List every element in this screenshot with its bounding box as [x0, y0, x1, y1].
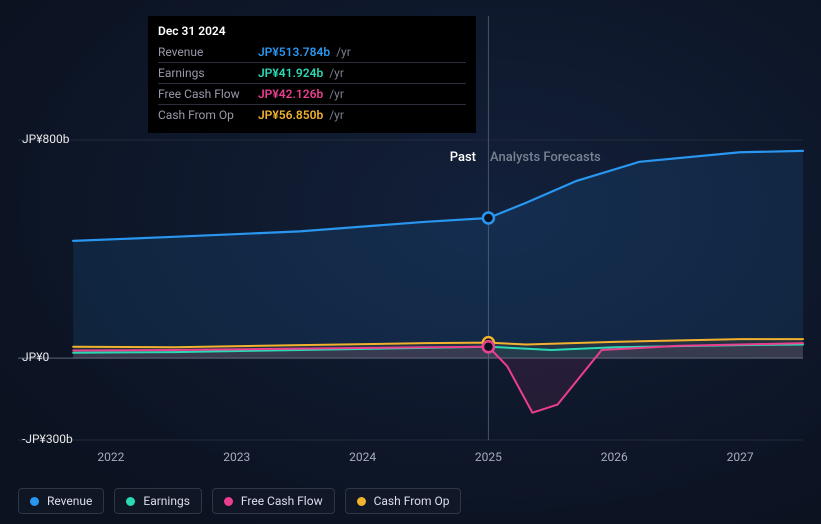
tooltip-row-value: JP¥41.924b /yr	[258, 63, 466, 84]
y-axis-tick-label: -JP¥300b	[22, 432, 73, 446]
x-axis-tick-label: 2023	[223, 450, 250, 464]
tooltip-row-value: JP¥42.126b /yr	[258, 84, 466, 105]
legend-dot-icon	[357, 497, 366, 506]
legend-item[interactable]: Revenue	[18, 488, 104, 514]
chart-legend: Revenue Earnings Free Cash Flow Cash From O…	[18, 488, 461, 514]
tooltip-row-value: JP¥513.784b /yr	[258, 42, 466, 63]
past-label: Past	[450, 150, 476, 165]
legend-item[interactable]: Earnings	[114, 488, 202, 514]
legend-dot-icon	[126, 497, 135, 506]
legend-dot-icon	[224, 497, 233, 506]
forecast-label: Analysts Forecasts	[490, 150, 601, 165]
tooltip-row-unit: /yr	[330, 45, 351, 59]
y-axis-tick-label: JP¥0	[22, 350, 49, 364]
tooltip-row-unit: /yr	[323, 87, 344, 101]
tooltip-row: RevenueJP¥513.784b /yr	[158, 42, 466, 63]
x-axis-tick-label: 2024	[349, 450, 376, 464]
tooltip-row-unit: /yr	[323, 108, 344, 122]
x-axis-tick-label: 2026	[601, 450, 628, 464]
chart-tooltip: Dec 31 2024 RevenueJP¥513.784b /yrEarnin…	[148, 16, 476, 133]
tooltip-row: EarningsJP¥41.924b /yr	[158, 63, 466, 84]
tooltip-row-key: Free Cash Flow	[158, 84, 258, 105]
tooltip-row-value: JP¥56.850b /yr	[258, 105, 466, 126]
financial-chart: JP¥800b JP¥0 -JP¥300b 2022 2023 2024 2025 2026…	[0, 0, 821, 524]
x-axis-tick-label: 2027	[727, 450, 754, 464]
tooltip-row: Free Cash FlowJP¥42.126b /yr	[158, 84, 466, 105]
tooltip-row-key: Cash From Op	[158, 105, 258, 126]
legend-item-label: Cash From Op	[374, 494, 450, 508]
x-axis-tick-label: 2025	[475, 450, 502, 464]
tooltip-row-key: Earnings	[158, 63, 258, 84]
legend-item[interactable]: Free Cash Flow	[212, 488, 335, 514]
tooltip-row: Cash From OpJP¥56.850b /yr	[158, 105, 466, 126]
tooltip-row-unit: /yr	[323, 66, 344, 80]
tooltip-table: RevenueJP¥513.784b /yrEarningsJP¥41.924b…	[158, 42, 466, 125]
legend-item-label: Earnings	[143, 494, 190, 508]
tooltip-title: Dec 31 2024	[158, 24, 466, 42]
x-axis-tick-label: 2022	[97, 450, 124, 464]
legend-item-label: Free Cash Flow	[241, 494, 323, 508]
tooltip-row-key: Revenue	[158, 42, 258, 63]
legend-item-label: Revenue	[47, 494, 92, 508]
y-axis-tick-label: JP¥800b	[22, 132, 69, 146]
legend-item[interactable]: Cash From Op	[345, 488, 462, 514]
legend-dot-icon	[30, 497, 39, 506]
